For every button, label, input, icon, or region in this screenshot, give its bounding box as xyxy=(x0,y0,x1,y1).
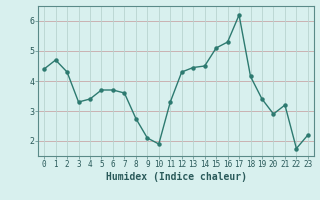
X-axis label: Humidex (Indice chaleur): Humidex (Indice chaleur) xyxy=(106,172,246,182)
